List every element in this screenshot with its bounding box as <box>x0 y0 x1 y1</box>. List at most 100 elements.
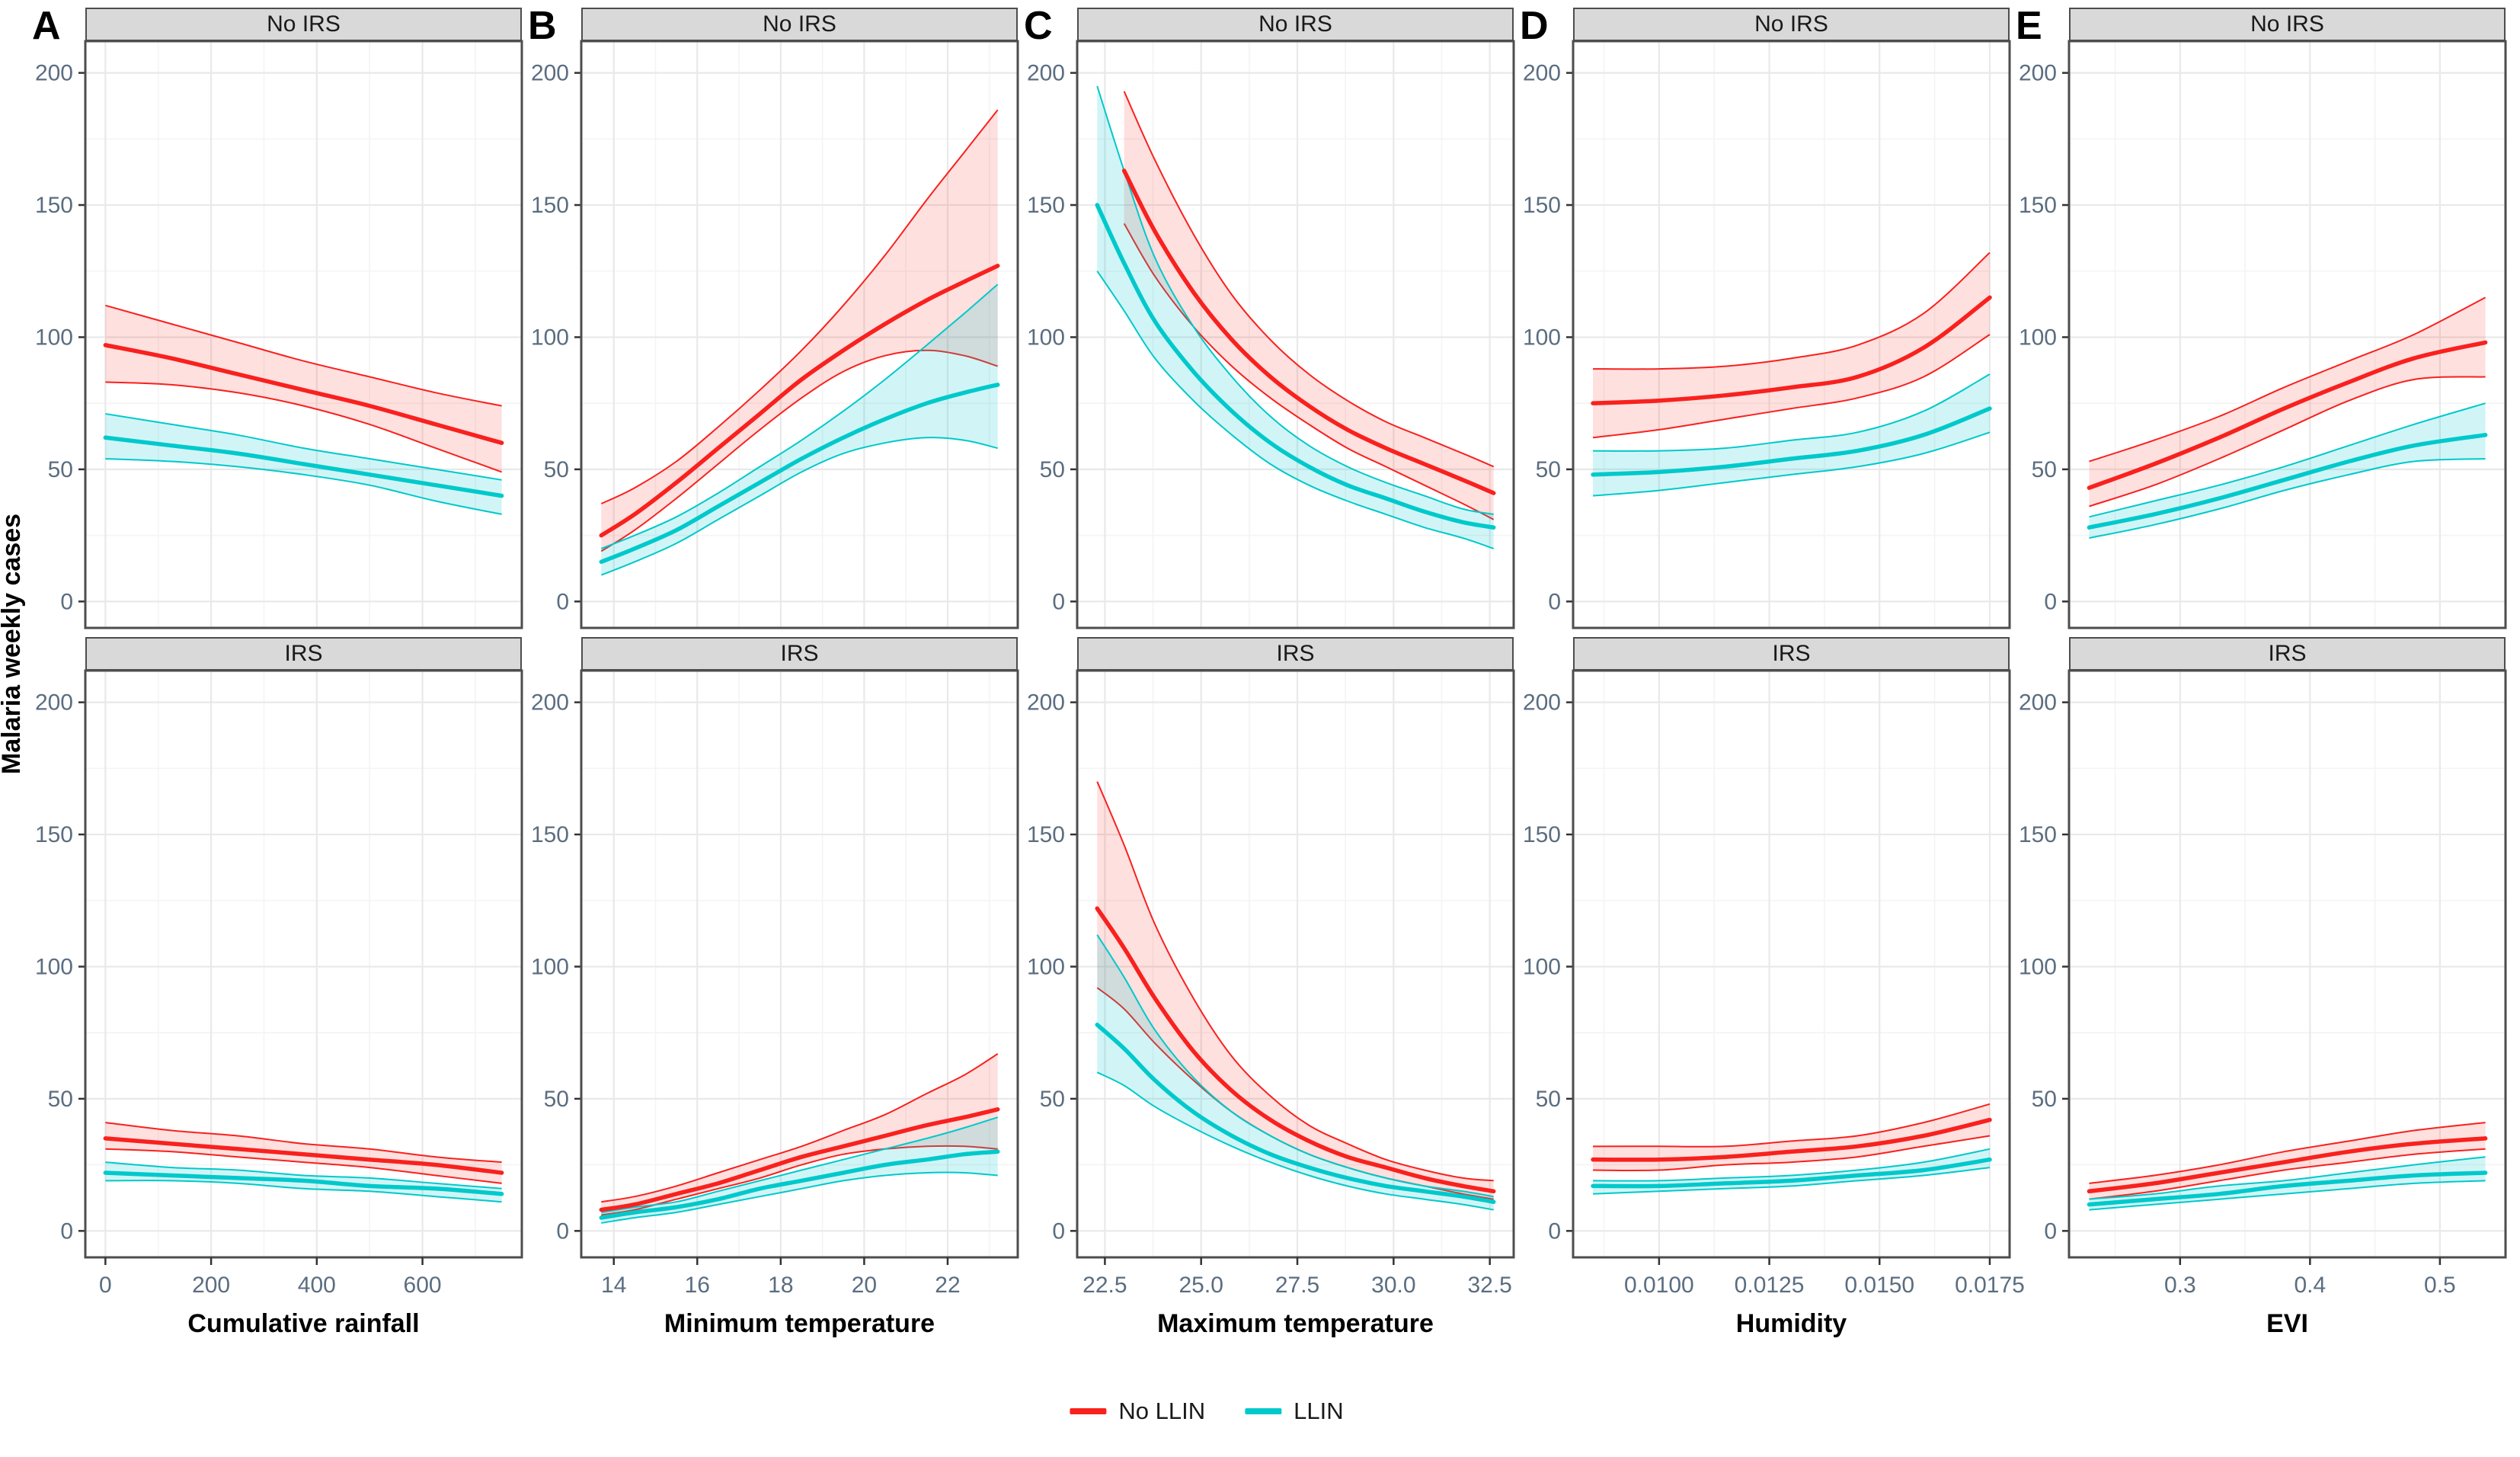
x-tick-label: 0.4 <box>2294 1273 2326 1298</box>
y-tick-label: 100 <box>531 954 569 979</box>
y-tick-label: 150 <box>1523 822 1561 847</box>
legend: No LLIN LLIN <box>1070 1398 1344 1425</box>
y-tick-label: 200 <box>1027 61 1065 86</box>
facet-strip-label: No IRS <box>763 11 836 37</box>
facet-strip-irs: IRS <box>1077 637 1514 671</box>
legend-swatch-llin-line <box>1245 1408 1282 1414</box>
y-tick-label: 0 <box>60 589 73 614</box>
x-tick-label: 25.0 <box>1179 1273 1223 1298</box>
panel-letter-B: B <box>528 4 557 48</box>
panel-A-no-irs-plot: 0 50 100 150 200 <box>35 40 523 629</box>
x-tick-label: 18 <box>768 1273 793 1298</box>
facet-strip-label: No IRS <box>267 11 341 37</box>
facet-strip-label: No IRS <box>2250 11 2324 37</box>
x-tick-label: 0.0150 <box>1844 1273 1914 1298</box>
row-gap <box>2016 628 2507 637</box>
y-tick-label: 0 <box>2044 1218 2057 1244</box>
y-tick-label: 150 <box>1027 822 1065 847</box>
x-axis-title-B: Minimum temperature <box>664 1309 935 1338</box>
x-tick-label: 0 <box>99 1273 112 1298</box>
column-D: D No IRS 0 50 100 150 200 IRS 0 50 100 150 200 0.0100… <box>1520 4 2025 1339</box>
y-tick-label: 100 <box>35 325 73 350</box>
y-tick-label: 50 <box>48 1087 73 1112</box>
facet-strip-no-irs: No IRS <box>1573 8 2010 41</box>
y-tick-label: 0 <box>1052 1218 1065 1244</box>
y-tick-label: 0 <box>1548 1218 1561 1244</box>
y-tick-label: 200 <box>1027 690 1065 716</box>
y-tick-label: 150 <box>1523 193 1561 218</box>
legend-label-no-llin: No LLIN <box>1118 1398 1206 1424</box>
y-tick-label: 150 <box>2019 822 2057 847</box>
x-axis-A: 0 200 400 600 <box>99 1257 442 1298</box>
x-tick-label: 0.0175 <box>1955 1273 2025 1298</box>
panel-D-no-irs-plot: 0 50 100 150 200 <box>1523 40 2011 629</box>
y-tick-label: 200 <box>35 690 73 716</box>
y-tick-label: 100 <box>531 325 569 350</box>
panel-E-irs-plot: 0 50 100 150 200 <box>2019 669 2507 1259</box>
panel-E-no-irs-plot: 0 50 100 150 200 <box>2019 40 2507 629</box>
facet-strip-irs: IRS <box>581 637 1018 671</box>
legend-label-llin: LLIN <box>1294 1398 1344 1424</box>
facet-strip-no-irs: No IRS <box>85 8 522 41</box>
column-E: E No IRS 0 50 100 150 200 IRS 0 50 100 150 200 0.3 0.4… <box>2016 4 2507 1339</box>
panel-B-irs-plot: 0 50 100 150 200 <box>531 669 1019 1259</box>
y-tick-label: 200 <box>531 690 569 716</box>
x-axis-D: 0.0100 0.0125 0.0150 0.0175 <box>1624 1257 2025 1298</box>
y-tick-label: 200 <box>2019 61 2057 86</box>
y-tick-label: 100 <box>2019 325 2057 350</box>
y-tick-label: 50 <box>2032 1087 2057 1112</box>
y-tick-label: 100 <box>1523 325 1561 350</box>
column-B: B No IRS 0 50 100 150 200 IRS 0 50 100 150 200 14 16 18… <box>528 4 1019 1339</box>
facet-strip-label: IRS <box>284 641 323 666</box>
facet-strip-no-irs: No IRS <box>1077 8 1514 41</box>
panel-C-irs-plot: 0 50 100 150 200 <box>1027 669 1515 1259</box>
row-gap <box>1024 628 1515 637</box>
facet-strip-no-irs: No IRS <box>2069 8 2506 41</box>
y-tick-label: 0 <box>556 1218 569 1244</box>
facet-strip-no-irs: No IRS <box>581 8 1018 41</box>
facet-strip-label: IRS <box>780 641 819 666</box>
panel-letter-E: E <box>2016 4 2042 48</box>
x-tick-label: 400 <box>298 1273 336 1298</box>
x-axis-B: 14 16 18 20 22 <box>601 1257 961 1298</box>
x-axis-E: 0.3 0.4 0.5 <box>2164 1257 2456 1298</box>
facet-strip-irs: IRS <box>1573 637 2010 671</box>
facet-strip-label: IRS <box>1772 641 1811 666</box>
y-tick-label: 0 <box>60 1218 73 1244</box>
panel-columns: A No IRS 0 50 100 150 200 IRS 0 50 100 150 200 0 200 40… <box>32 4 2507 1339</box>
y-tick-label: 100 <box>2019 954 2057 979</box>
y-tick-label: 50 <box>2032 457 2057 482</box>
facet-strip-irs: IRS <box>85 637 522 671</box>
column-A: A No IRS 0 50 100 150 200 IRS 0 50 100 150 200 0 200 40… <box>32 4 523 1339</box>
x-tick-label: 200 <box>192 1273 230 1298</box>
row-gap <box>1520 628 2011 637</box>
x-axis-title-A: Cumulative rainfall <box>187 1309 420 1338</box>
panel-D-irs-plot: 0 50 100 150 200 <box>1523 669 2011 1259</box>
x-axis-title-D: Humidity <box>1735 1309 1847 1338</box>
row-gap <box>528 628 1019 637</box>
x-tick-label: 22.5 <box>1083 1273 1127 1298</box>
y-tick-label: 100 <box>1523 954 1561 979</box>
facet-strip-label: No IRS <box>1754 11 1828 37</box>
y-tick-label: 150 <box>35 822 73 847</box>
y-tick-label: 50 <box>1040 457 1065 482</box>
panel-letter-D: D <box>1520 4 1549 48</box>
legend-item-llin: LLIN <box>1245 1398 1344 1425</box>
x-tick-label: 27.5 <box>1275 1273 1319 1298</box>
panel-letter-A: A <box>32 4 61 48</box>
y-tick-label: 0 <box>1052 589 1065 614</box>
y-tick-label: 100 <box>35 954 73 979</box>
x-axis-C: 22.5 25.0 27.5 30.0 32.5 <box>1083 1257 1512 1298</box>
panel-A-irs-plot: 0 50 100 150 200 <box>35 669 523 1259</box>
x-tick-label: 14 <box>601 1273 626 1298</box>
y-tick-label: 150 <box>531 193 569 218</box>
y-tick-label: 150 <box>531 822 569 847</box>
x-tick-label: 22 <box>935 1273 960 1298</box>
y-tick-label: 50 <box>1040 1087 1065 1112</box>
y-tick-label: 200 <box>531 61 569 86</box>
y-tick-label: 50 <box>1536 457 1561 482</box>
x-tick-label: 600 <box>404 1273 442 1298</box>
y-tick-label: 0 <box>2044 589 2057 614</box>
y-tick-label: 200 <box>35 61 73 86</box>
